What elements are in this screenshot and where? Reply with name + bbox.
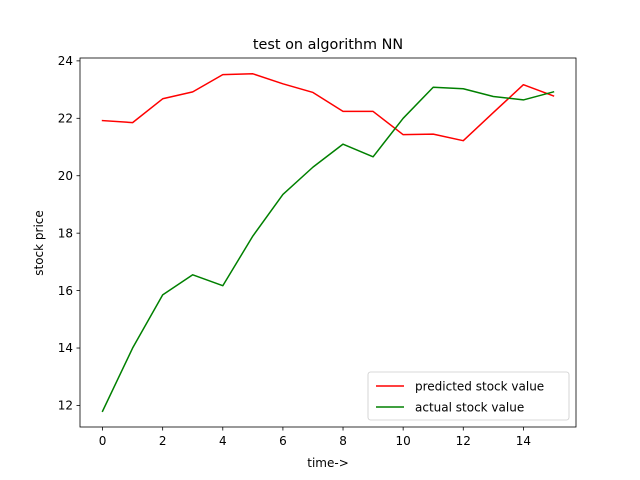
x-axis-label: time-> bbox=[307, 456, 349, 470]
x-tick-label: 6 bbox=[279, 434, 287, 448]
legend: predicted stock value actual stock value bbox=[367, 371, 570, 421]
plot-lines bbox=[101, 73, 555, 413]
x-tick-label: 8 bbox=[339, 434, 347, 448]
y-tick-label: 20 bbox=[58, 169, 73, 183]
x-tick-label: 14 bbox=[516, 434, 531, 448]
x-tick-label: 2 bbox=[159, 434, 167, 448]
y-axis-label: stock price bbox=[32, 210, 46, 276]
legend-label: predicted stock value bbox=[415, 379, 544, 393]
x-tick-label: 0 bbox=[99, 434, 107, 448]
y-tick-label: 22 bbox=[58, 112, 73, 126]
chart-title: test on algorithm NN bbox=[253, 37, 403, 53]
y-axis: 12 14 16 18 20 22 24 bbox=[58, 54, 80, 413]
legend-label: actual stock value bbox=[415, 400, 524, 414]
y-tick-label: 14 bbox=[58, 341, 73, 355]
y-tick-label: 12 bbox=[58, 399, 73, 413]
x-tick-label: 12 bbox=[456, 434, 471, 448]
plot-frame bbox=[79, 57, 577, 428]
legend-box bbox=[367, 371, 570, 421]
x-tick-label: 4 bbox=[219, 434, 227, 448]
series-line-predicted bbox=[101, 73, 555, 142]
x-tick-label: 10 bbox=[396, 434, 411, 448]
y-tick-label: 24 bbox=[58, 54, 73, 68]
series-line-actual bbox=[101, 86, 555, 413]
y-tick-label: 18 bbox=[58, 226, 73, 240]
y-tick-label: 16 bbox=[58, 284, 73, 298]
x-axis: 0 2 4 6 8 10 12 14 bbox=[99, 427, 531, 448]
